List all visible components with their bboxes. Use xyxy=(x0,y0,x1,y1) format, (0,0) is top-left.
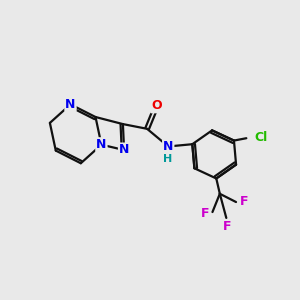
Text: H: H xyxy=(163,154,172,164)
Text: N: N xyxy=(65,98,76,111)
Text: O: O xyxy=(151,99,162,112)
Text: Cl: Cl xyxy=(255,131,268,144)
Text: N: N xyxy=(119,143,129,157)
Text: F: F xyxy=(240,195,248,208)
Text: N: N xyxy=(163,140,173,153)
Text: F: F xyxy=(223,220,232,233)
Text: N: N xyxy=(96,138,106,151)
Text: F: F xyxy=(200,207,209,220)
